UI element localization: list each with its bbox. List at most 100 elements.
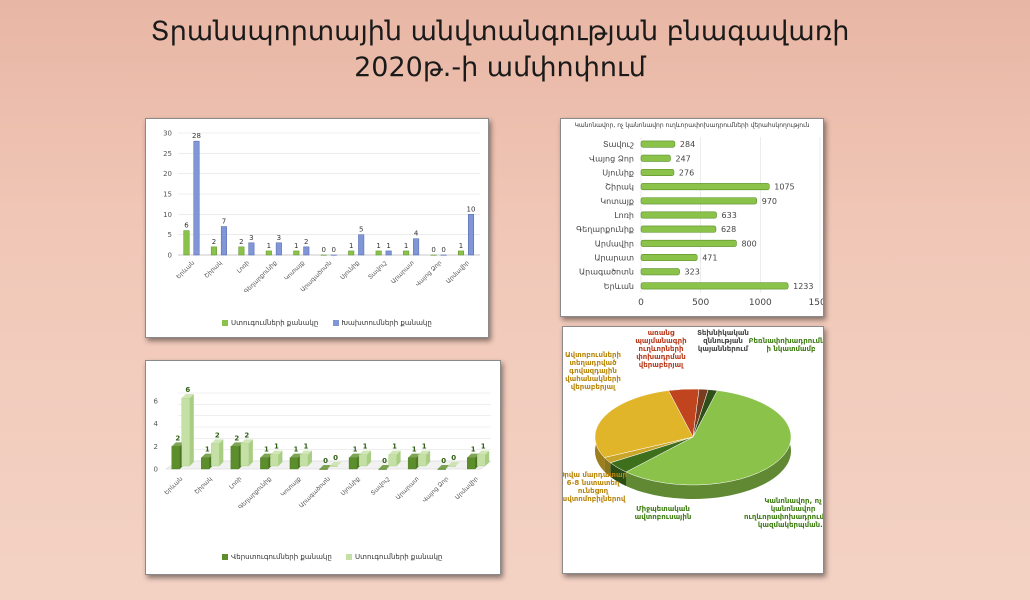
bar-top xyxy=(201,453,214,458)
pie-slice-side xyxy=(604,457,611,477)
data-label: 1 xyxy=(274,443,279,451)
bar xyxy=(275,242,282,256)
data-label: 1 xyxy=(294,446,299,454)
legend-label: Խախտումների քանակը xyxy=(341,319,432,327)
data-label: 323 xyxy=(685,268,700,277)
bar xyxy=(240,443,250,467)
bar xyxy=(358,454,368,467)
bar xyxy=(260,457,269,470)
y-tick-label: Տավուշ xyxy=(603,140,634,149)
data-label: 276 xyxy=(679,168,694,177)
inspections-violations-chart: 051015202530628Երևան27Շիրակ23Լոռի13Գեղար… xyxy=(163,130,480,295)
data-label: 2 xyxy=(212,238,216,246)
data-label: 5 xyxy=(359,226,363,234)
y-tick-label: 0 xyxy=(154,466,158,474)
legend-label: Ստուգումների քանակը xyxy=(355,553,443,561)
y-tick-label: 0 xyxy=(168,252,172,260)
bar-top xyxy=(230,442,243,447)
bar xyxy=(640,239,737,247)
y-tick-label: Երևան xyxy=(604,282,634,291)
data-label: 800 xyxy=(741,239,756,248)
data-label: 0 xyxy=(323,457,328,465)
reinspections-chart-panel: 0 2 4 6 2 6 Երևան 1 2 Շիրակ 2 2 Լոռի 1 1 Գեղարքունիք 1 1 Կ… xyxy=(145,360,501,575)
data-label: 628 xyxy=(721,225,736,234)
x-tick-label: Տավուշ xyxy=(367,259,388,280)
y-tick-label: Գեղարքունիք xyxy=(576,225,634,234)
y-tick-label: 2 xyxy=(154,443,158,451)
y-tick-label: Արագածոտն xyxy=(579,268,634,277)
pie-slice-label: Ավտոբուսների տեղադրված գովազդային վահանակնե… xyxy=(565,351,621,391)
passenger-transport-chart: Կանոնավոր, ոչ կանոնավոր ուղևորափոխադրում… xyxy=(574,122,823,308)
x-tick-label: Վայոց Ձոր xyxy=(414,259,443,288)
bar xyxy=(417,454,427,467)
x-tick-label: Արագածոտն xyxy=(298,475,332,509)
violations-pie-chart: Կանոնավոր, ոչկանոնավորուղևորափոխադրումնե… xyxy=(563,329,823,529)
data-label: 284 xyxy=(680,140,695,149)
title-line-2: 2020թ.-ի ամփոփում xyxy=(354,52,646,83)
x-tick-label: Շիրակ xyxy=(203,259,224,280)
x-tick-label: Շիրակ xyxy=(193,475,214,496)
bar xyxy=(171,446,180,470)
data-label: 0 xyxy=(431,246,435,254)
bar xyxy=(640,168,675,176)
y-tick-label: Կոտայք xyxy=(600,197,634,206)
y-tick-label: 4 xyxy=(154,420,159,428)
x-tick-label: Արարատ xyxy=(395,475,421,501)
bar-top xyxy=(211,439,224,444)
y-tick-label: 25 xyxy=(163,150,172,158)
bar xyxy=(248,242,255,256)
data-label: 2 xyxy=(239,238,243,246)
y-tick-label: 30 xyxy=(163,130,172,138)
data-label: 471 xyxy=(702,254,717,263)
pie-chart-panel: Կանոնավոր, ոչկանոնավորուղևորափոխադրումնե… xyxy=(562,326,824,574)
bar xyxy=(181,397,190,467)
page-title: Տրանսպորտային անվտանգության բնագավառի 20… xyxy=(110,14,890,86)
x-tick-label: 500 xyxy=(692,298,709,308)
bar xyxy=(640,140,676,148)
pie-slice-label: Բեռնափոխադրումների նկատմամբ xyxy=(748,337,823,353)
data-label: 2 xyxy=(234,434,239,442)
pie-slice-side xyxy=(610,462,627,487)
data-label: 2 xyxy=(175,434,180,442)
passenger-transport-chart-panel: Կանոնավոր, ոչ կանոնավոր ուղևորափոխադրում… xyxy=(560,118,824,317)
bar-side xyxy=(278,450,283,466)
bar xyxy=(319,468,328,470)
bar-side xyxy=(396,450,401,466)
bar xyxy=(211,443,220,467)
bar xyxy=(458,250,465,256)
y-tick-label: 6 xyxy=(154,398,159,406)
bar xyxy=(193,140,200,256)
bar-side xyxy=(426,450,431,466)
bar-top xyxy=(319,465,332,469)
bar-side xyxy=(248,439,253,466)
bar xyxy=(348,250,355,256)
bar-top xyxy=(418,450,431,455)
data-label: 1 xyxy=(294,242,298,250)
bar xyxy=(238,246,245,256)
bar-top xyxy=(240,439,253,444)
bar xyxy=(640,154,671,162)
bar-top xyxy=(437,465,450,469)
data-label: 2 xyxy=(304,238,308,246)
bar xyxy=(348,457,358,470)
bar xyxy=(640,268,680,276)
bar xyxy=(640,183,770,191)
bar xyxy=(329,465,338,467)
data-label: 1 xyxy=(412,446,417,454)
data-label: 1 xyxy=(404,242,408,250)
bar xyxy=(437,468,446,470)
chart1-legend: Ստուգումների քանակը Խախտումների քանակը xyxy=(216,319,438,327)
y-tick-label: Շիրակ xyxy=(605,183,634,192)
data-label: 1 xyxy=(386,242,390,250)
x-tick-label: 1500 xyxy=(809,298,823,308)
pie-slice xyxy=(692,389,718,438)
bar-top xyxy=(388,450,401,455)
data-label: 6 xyxy=(185,386,190,394)
pie-slice-label: Օրվա մարդատար 6-8 նստատեղ ունեցող ավտոմոբիլ… xyxy=(563,471,627,503)
bar-top xyxy=(260,453,273,458)
y-tick-label: Սյունիք xyxy=(602,168,634,177)
pie-slice xyxy=(594,390,694,458)
data-label: 247 xyxy=(675,154,690,163)
bar-top xyxy=(171,442,184,447)
data-label: 1233 xyxy=(793,282,813,291)
